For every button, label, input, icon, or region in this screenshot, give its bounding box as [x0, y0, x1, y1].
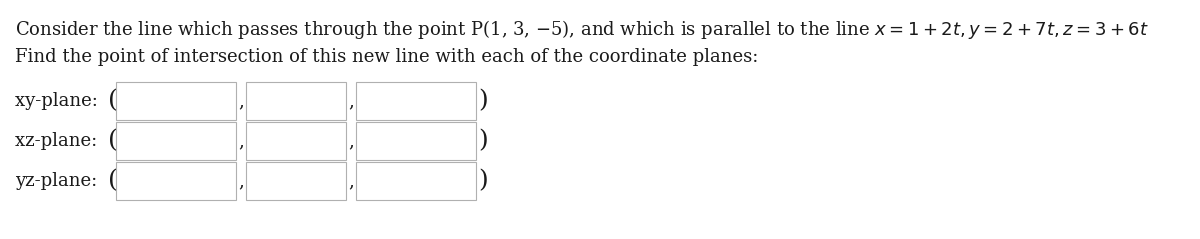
Text: (: (	[108, 130, 118, 152]
Bar	[356, 162, 476, 200]
Text: ,: ,	[348, 92, 354, 110]
Text: ,: ,	[348, 132, 354, 150]
Text: Consider the line which passes through the point P(1, 3, $-$5), and which is par: Consider the line which passes through t…	[14, 18, 1148, 41]
Text: (: (	[108, 169, 118, 192]
Bar	[246, 122, 346, 160]
Bar	[246, 162, 346, 200]
Text: ): )	[478, 130, 487, 152]
Text: ,: ,	[348, 172, 354, 190]
Bar	[116, 122, 236, 160]
Text: ,: ,	[238, 92, 244, 110]
Text: ,: ,	[238, 172, 244, 190]
Bar	[116, 162, 236, 200]
Text: xy-plane:: xy-plane:	[14, 92, 103, 110]
Text: yz-plane:: yz-plane:	[14, 172, 103, 190]
Bar	[246, 82, 346, 120]
Text: ): )	[478, 169, 487, 192]
Text: ): )	[478, 89, 487, 113]
Text: (: (	[108, 89, 118, 113]
Bar	[116, 82, 236, 120]
Bar	[356, 82, 476, 120]
Bar	[356, 122, 476, 160]
Text: xz-plane:: xz-plane:	[14, 132, 103, 150]
Text: Find the point of intersection of this new line with each of the coordinate plan: Find the point of intersection of this n…	[14, 48, 758, 66]
Text: ,: ,	[238, 132, 244, 150]
